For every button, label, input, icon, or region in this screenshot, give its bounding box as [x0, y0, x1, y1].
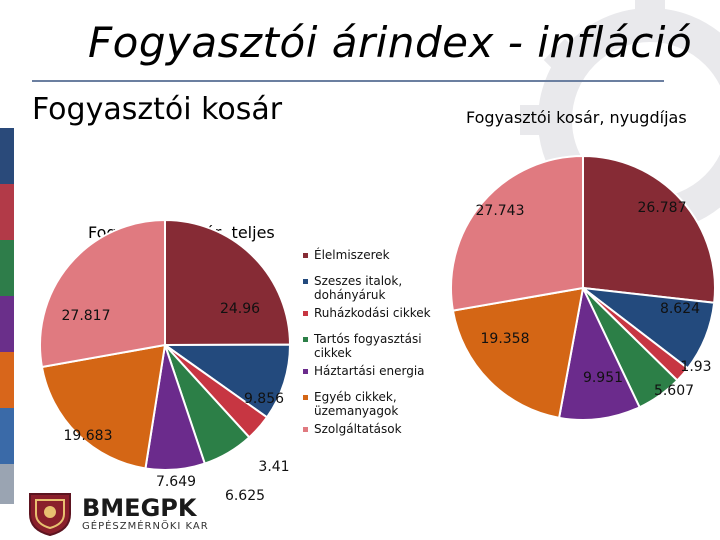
- data-label-total: 7.649: [156, 474, 196, 490]
- data-label-total: 19.683: [64, 428, 113, 444]
- data-label-total: 27.817: [62, 308, 111, 324]
- side-stripe: [0, 128, 14, 184]
- legend-item: Egyéb cikkek, üzemanyagok: [303, 390, 453, 418]
- data-label-total: 6.625: [225, 488, 265, 504]
- legend-label: Egyéb cikkek, üzemanyagok: [314, 390, 399, 418]
- legend-item: Szolgáltatások: [303, 422, 453, 436]
- legend-swatch: [303, 279, 308, 284]
- pie-slice-total: [39, 218, 166, 369]
- data-label-pensioner: 8.624: [660, 301, 700, 317]
- legend-label: Ruházkodási cikkek: [314, 306, 431, 320]
- legend-label: Élelmiszerek: [314, 248, 390, 262]
- legend-swatch: [303, 395, 308, 400]
- pie-slice-total: [164, 218, 292, 347]
- slide-title: Fogyasztói árindex - infláció: [88, 18, 693, 67]
- logo-wordmark: BMEGPK: [82, 494, 197, 522]
- title-divider: [32, 80, 664, 82]
- data-label-total: 9.856: [244, 391, 284, 407]
- data-label-total: 24.96: [220, 301, 260, 317]
- legend-label: Tartós fogyasztási cikkek: [314, 332, 422, 360]
- data-label-pensioner: 5.607: [654, 383, 694, 399]
- legend-item: Háztartási energia: [303, 364, 453, 378]
- legend-label: Szolgáltatások: [314, 422, 402, 436]
- legend-item: Ruházkodási cikkek: [303, 306, 453, 320]
- data-label-pensioner: 27.743: [476, 203, 525, 219]
- legend-swatch: [303, 253, 308, 258]
- chart-title-pensioner: Fogyasztói kosár, nyugdíjas: [466, 108, 687, 127]
- data-label-pensioner: 19.358: [481, 331, 530, 347]
- legend-label: Háztartási energia: [314, 364, 425, 378]
- side-stripe: [0, 352, 14, 408]
- pie-slice-pensioner: [451, 286, 585, 419]
- university-crest-icon: [29, 493, 71, 536]
- legend-swatch: [303, 427, 308, 432]
- legend-item: Tartós fogyasztási cikkek: [303, 332, 453, 360]
- legend-label: Szeszes italok, dohányáruk: [314, 274, 403, 302]
- legend-swatch: [303, 369, 308, 374]
- pie-slice-total: [161, 343, 292, 419]
- logo-subtitle: GÉPÉSZMÉRNÖKI KAR: [82, 521, 209, 532]
- legend: Élelmiszerek Szeszes italok, dohányáruk Ru…: [303, 248, 453, 440]
- legend-swatch: [303, 337, 308, 342]
- side-stripe: [0, 184, 14, 240]
- side-stripe: [0, 296, 14, 352]
- side-stripe: [0, 240, 14, 296]
- data-label-pensioner: 26.787: [638, 200, 687, 216]
- legend-swatch: [303, 311, 308, 316]
- pie-slice-total: [40, 343, 167, 470]
- pie-slice-pensioner: [582, 154, 716, 304]
- data-label-pensioner: 1.93: [680, 359, 711, 375]
- pie-slice-pensioner: [450, 154, 584, 312]
- side-stripe: [0, 464, 14, 504]
- side-stripe: [0, 408, 14, 464]
- data-label-pensioner: 9.951: [583, 370, 623, 386]
- side-color-stripes: [0, 128, 14, 504]
- legend-item: Szeszes italok, dohányáruk: [303, 274, 453, 302]
- data-label-total: 3.41: [258, 459, 289, 475]
- slide-subtitle: Fogyasztói kosár: [32, 92, 283, 127]
- legend-item: Élelmiszerek: [303, 248, 453, 262]
- pie-slice-pensioner: [557, 284, 641, 421]
